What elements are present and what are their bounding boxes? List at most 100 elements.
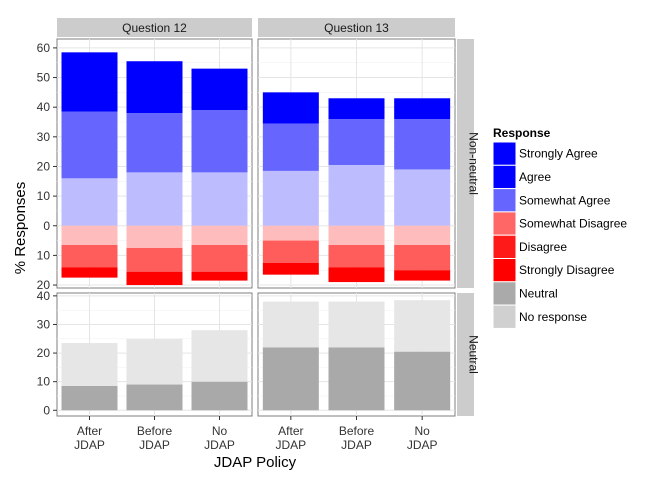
legend-label: Strongly Agree bbox=[519, 147, 598, 161]
strip-label: Question 12 bbox=[122, 21, 187, 35]
y-tick-label: 50 bbox=[37, 71, 51, 85]
legend-entry-agree: Agree bbox=[492, 164, 551, 190]
legend-entry-somewhat-disagree: Somewhat Disagree bbox=[492, 211, 627, 236]
bar-neutral-after-jdap bbox=[262, 347, 319, 411]
legend-entry-somewhat-agree: Somewhat Agree bbox=[492, 188, 611, 213]
x-tick-label: No JDAP bbox=[204, 424, 235, 452]
strip-question-12: Question 12 bbox=[57, 18, 252, 37]
y-tick-label: 40 bbox=[37, 289, 51, 303]
legend-label: Disagree bbox=[519, 240, 567, 254]
plot-panels: Question 12 Question 13 Non-neutral Neutral bbox=[56, 18, 481, 417]
bar-agree-no-jdap bbox=[394, 119, 451, 170]
y-axis-neutral: 0 10 20 30 40 bbox=[37, 289, 57, 417]
bar-somewhat-disagree-after-jdap bbox=[262, 225, 319, 241]
bar-no-response-no-jdap bbox=[394, 300, 451, 352]
bar-disagree-after-jdap bbox=[61, 245, 118, 268]
legend-label: No response bbox=[519, 310, 587, 324]
bar-somewhat-disagree-before-jdap bbox=[328, 225, 385, 246]
bar-strongly-agree-after-jdap bbox=[262, 92, 319, 124]
bar-strongly-disagree-before-jdap bbox=[126, 271, 183, 286]
y-tick-label: 10 bbox=[37, 375, 51, 389]
y-tick-label: 10 bbox=[37, 248, 51, 262]
bar-agree-after-jdap bbox=[262, 123, 319, 171]
bar-strongly-agree-after-jdap bbox=[61, 52, 118, 112]
bar-strongly-agree-before-jdap bbox=[126, 61, 183, 114]
bar-somewhat-agree-no-jdap bbox=[191, 172, 248, 226]
bar-disagree-after-jdap bbox=[262, 240, 319, 263]
y-axis-title: % Responses bbox=[12, 182, 29, 275]
y-tick-label: 20 bbox=[37, 278, 51, 292]
y-tick-label: 10 bbox=[37, 189, 51, 203]
panel-question-13-neutral bbox=[257, 292, 456, 417]
panel-question-12-neutral bbox=[56, 292, 253, 417]
legend-label: Neutral bbox=[519, 286, 558, 300]
x-tick-label: After JDAP bbox=[74, 424, 105, 452]
x-axis-title: JDAP Policy bbox=[214, 454, 297, 471]
y-tick-label: 20 bbox=[37, 159, 51, 173]
x-axis-question-13: After JDAP Before JDAP No JDAP bbox=[275, 416, 438, 452]
y-axis-non-neutral: 60 50 40 30 20 10 0 10 20 bbox=[37, 41, 57, 292]
strip-label: Non-neutral bbox=[467, 132, 481, 195]
strip-background bbox=[457, 39, 474, 288]
bar-disagree-before-jdap bbox=[328, 245, 385, 268]
legend-label: Strongly Disagree bbox=[519, 263, 615, 277]
legend-swatch bbox=[493, 189, 516, 212]
y-tick-label: 20 bbox=[37, 346, 51, 360]
bar-agree-before-jdap bbox=[126, 113, 183, 173]
strip-question-13: Question 13 bbox=[258, 18, 455, 37]
bar-neutral-no-jdap bbox=[394, 351, 451, 411]
bar-disagree-no-jdap bbox=[191, 245, 248, 272]
bar-somewhat-agree-before-jdap bbox=[328, 164, 385, 226]
legend-swatch bbox=[493, 165, 516, 189]
bar-strongly-disagree-after-jdap bbox=[262, 262, 319, 275]
bar-agree-after-jdap bbox=[61, 111, 118, 179]
y-tick-label: 60 bbox=[37, 41, 51, 55]
bar-somewhat-agree-no-jdap bbox=[394, 169, 451, 226]
strip-non-neutral: Non-neutral bbox=[457, 39, 481, 288]
bar-somewhat-agree-after-jdap bbox=[61, 178, 118, 226]
bar-strongly-disagree-no-jdap bbox=[191, 271, 248, 281]
strip-label: Question 13 bbox=[324, 21, 389, 35]
bar-strongly-agree-no-jdap bbox=[394, 98, 451, 120]
bar-strongly-agree-before-jdap bbox=[328, 98, 385, 120]
bar-neutral-before-jdap bbox=[328, 347, 385, 411]
bar-somewhat-disagree-no-jdap bbox=[394, 225, 451, 246]
strip-label: Neutral bbox=[467, 335, 481, 374]
bars bbox=[262, 92, 451, 283]
bars bbox=[262, 300, 451, 411]
y-tick-label: 40 bbox=[37, 100, 51, 114]
strip-background bbox=[57, 18, 252, 37]
panel-question-13-non-neutral bbox=[257, 38, 456, 289]
bar-no-response-before-jdap bbox=[328, 301, 385, 348]
strip-background bbox=[457, 293, 474, 416]
legend: Response Strongly Agree Agree Somewhat Agr… bbox=[492, 126, 627, 329]
legend-entry-no-response: No response bbox=[492, 304, 587, 329]
bar-somewhat-agree-after-jdap bbox=[262, 170, 319, 226]
legend-swatch bbox=[493, 235, 516, 258]
x-tick-label: Before JDAP bbox=[339, 424, 375, 452]
legend-swatch bbox=[493, 305, 516, 328]
strip-background bbox=[258, 18, 455, 37]
bars bbox=[61, 52, 248, 286]
bar-somewhat-agree-before-jdap bbox=[126, 172, 183, 226]
bar-strongly-agree-no-jdap bbox=[191, 68, 248, 111]
bar-disagree-no-jdap bbox=[394, 245, 451, 271]
legend-swatch bbox=[493, 142, 516, 165]
bar-neutral-before-jdap bbox=[126, 384, 183, 411]
strip-neutral: Neutral bbox=[457, 293, 481, 416]
y-tick-label: 0 bbox=[43, 219, 50, 233]
bar-somewhat-disagree-no-jdap bbox=[191, 225, 248, 246]
y-tick-label: 0 bbox=[43, 403, 50, 417]
legend-entry-disagree: Disagree bbox=[492, 234, 567, 259]
bar-disagree-before-jdap bbox=[126, 247, 183, 272]
panel-question-12-non-neutral bbox=[56, 38, 253, 289]
bar-strongly-disagree-before-jdap bbox=[328, 267, 385, 283]
x-tick-label: Before JDAP bbox=[137, 424, 173, 452]
x-axis-question-12: After JDAP Before JDAP No JDAP bbox=[74, 416, 235, 452]
bar-agree-before-jdap bbox=[328, 119, 385, 165]
legend-entry-neutral: Neutral bbox=[492, 281, 558, 306]
y-tick-label: 30 bbox=[37, 130, 51, 144]
bar-no-response-after-jdap bbox=[262, 301, 319, 348]
y-tick-label: 30 bbox=[37, 317, 51, 331]
